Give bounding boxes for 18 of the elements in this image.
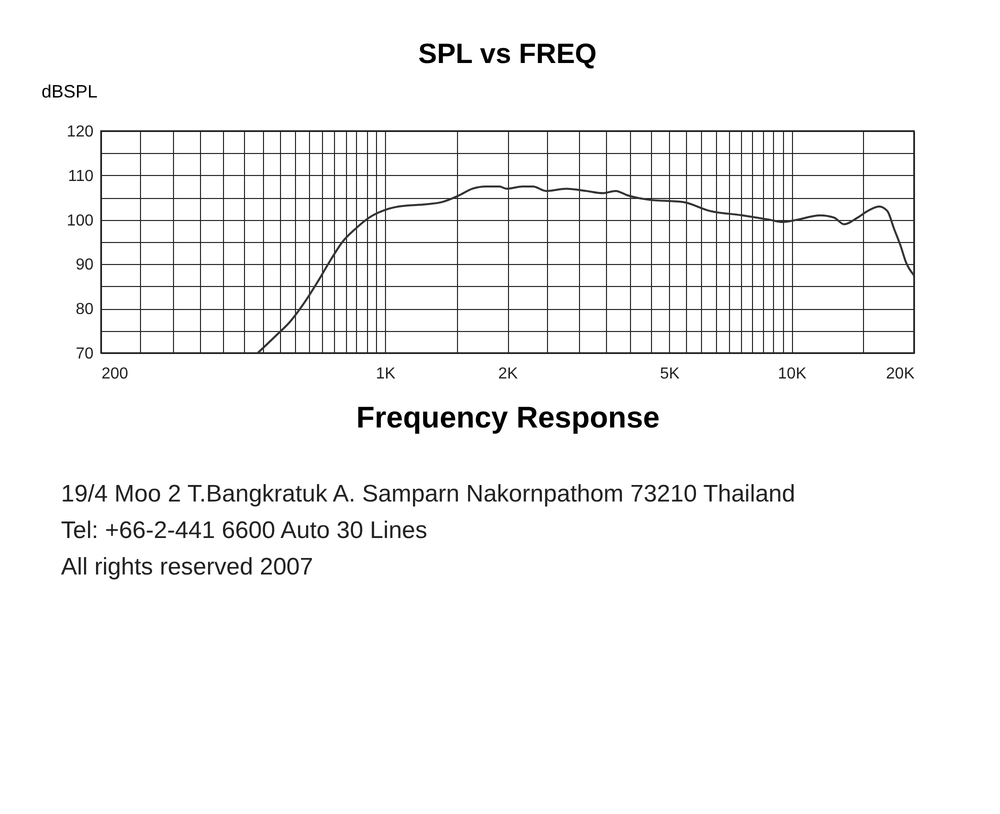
- y-tick-label: 120: [66, 124, 94, 140]
- text: All rights reserved 2007: [61, 554, 314, 581]
- y-axis-title: dBSPL: [42, 82, 98, 102]
- y-tick-label: 110: [68, 168, 94, 185]
- y-tick-label: 100: [66, 212, 94, 230]
- y-tick-label: 70: [76, 346, 94, 362]
- y-tick-label: 90: [76, 256, 94, 274]
- x-tick-label: 200: [102, 366, 128, 382]
- x-tick-label: 10K: [778, 366, 807, 382]
- text: 19/4 Moo 2 T.Bangkratuk A. Samparn Nakornpathom 73210 Thailand: [61, 480, 796, 508]
- y-tick-label: 80: [76, 301, 94, 318]
- x-tick-label: 2K: [498, 366, 518, 382]
- x-tick-label: 20K: [886, 366, 915, 382]
- x-tick-label: 5K: [660, 366, 680, 382]
- x-axis-title: Frequency Response: [356, 402, 660, 434]
- chart-title: SPL vs FREQ: [418, 38, 597, 69]
- x-tick-label: 1K: [376, 366, 396, 382]
- text: Tel: +66-2-441 6600 Auto 30 Lines: [61, 517, 428, 544]
